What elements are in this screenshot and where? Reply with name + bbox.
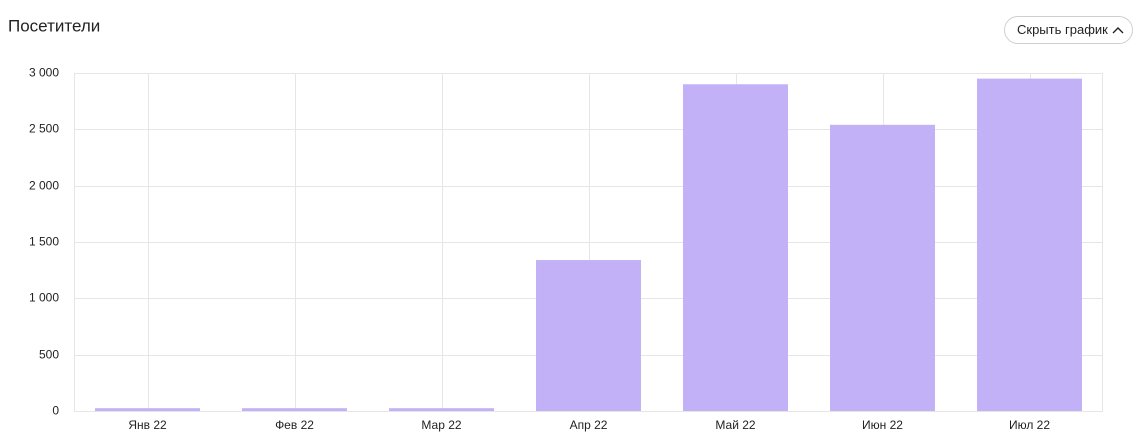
bar: [977, 78, 1082, 411]
y-tick-label: 1 000: [29, 291, 59, 305]
y-tick-label: 3 000: [29, 66, 59, 80]
bar: [95, 408, 200, 411]
y-tick-label: 1 500: [29, 235, 59, 249]
button-label: Скрыть график: [1017, 22, 1108, 37]
y-tick-label: 0: [52, 404, 59, 418]
button-frame: [1004, 16, 1133, 44]
x-tick-label: Янв 22: [128, 418, 167, 432]
x-tick-label: Апр 22: [570, 418, 608, 432]
x-tick-label: Фев 22: [275, 418, 314, 432]
x-tick-label: Май 22: [715, 418, 756, 432]
x-tick-label: Июл 22: [1009, 418, 1050, 432]
x-tick-label: Июн 22: [862, 418, 903, 432]
bar: [536, 260, 641, 411]
y-tick-label: 2 000: [29, 179, 59, 193]
y-tick-label: 500: [39, 348, 59, 362]
bar: [389, 408, 494, 411]
chevron-icon: [1112, 27, 1124, 34]
x-tick-label: Мар 22: [421, 418, 461, 432]
chart-title: Посетители: [8, 16, 100, 35]
hide-chart-button[interactable]: Скрыть график: [1004, 16, 1133, 44]
bar: [242, 408, 347, 411]
bar: [830, 124, 935, 412]
bar: [683, 84, 788, 412]
y-tick-label: 2 500: [29, 122, 59, 136]
